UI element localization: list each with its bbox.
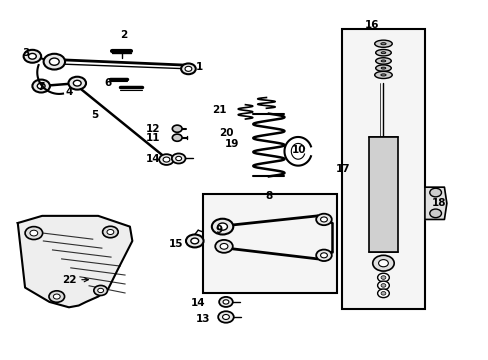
Circle shape	[37, 83, 45, 89]
Circle shape	[220, 243, 227, 249]
Circle shape	[184, 66, 191, 71]
Ellipse shape	[380, 42, 386, 45]
Circle shape	[102, 226, 118, 238]
Text: 7: 7	[37, 82, 44, 93]
Circle shape	[98, 288, 103, 293]
Text: 13: 13	[196, 314, 210, 324]
Circle shape	[218, 311, 233, 323]
Ellipse shape	[380, 74, 386, 76]
Circle shape	[175, 156, 181, 161]
Circle shape	[223, 300, 228, 304]
Circle shape	[429, 209, 441, 218]
Circle shape	[159, 154, 173, 165]
Circle shape	[49, 291, 64, 302]
Text: 10: 10	[292, 145, 306, 155]
Circle shape	[320, 253, 327, 258]
Text: 9: 9	[215, 225, 222, 235]
Text: 12: 12	[146, 124, 160, 134]
Circle shape	[320, 217, 327, 222]
Text: 6: 6	[104, 78, 112, 88]
Ellipse shape	[375, 65, 390, 71]
Bar	[203, 194, 336, 293]
Circle shape	[380, 292, 385, 295]
Text: 18: 18	[431, 198, 446, 208]
Circle shape	[372, 255, 393, 271]
Circle shape	[316, 249, 331, 261]
Circle shape	[215, 240, 232, 253]
Text: 2: 2	[120, 30, 127, 40]
Circle shape	[181, 63, 195, 74]
Circle shape	[107, 229, 114, 234]
Circle shape	[43, 54, 65, 69]
Circle shape	[23, 50, 41, 63]
Text: 14: 14	[190, 298, 205, 308]
Circle shape	[172, 125, 182, 132]
Ellipse shape	[374, 40, 391, 47]
Text: 16: 16	[364, 20, 379, 30]
Text: 17: 17	[335, 164, 350, 174]
Circle shape	[211, 219, 233, 234]
Circle shape	[377, 273, 388, 282]
Text: 14: 14	[146, 154, 160, 164]
Circle shape	[25, 226, 42, 239]
Circle shape	[30, 230, 38, 236]
Circle shape	[68, 77, 86, 90]
Text: 15: 15	[169, 239, 183, 249]
Circle shape	[316, 214, 331, 225]
Ellipse shape	[374, 71, 391, 78]
Text: 19: 19	[225, 139, 239, 149]
Ellipse shape	[380, 60, 385, 62]
Circle shape	[429, 188, 441, 197]
Ellipse shape	[375, 49, 390, 56]
Circle shape	[219, 297, 232, 307]
Circle shape	[32, 80, 50, 93]
Circle shape	[380, 276, 385, 279]
Bar	[341, 30, 424, 309]
Ellipse shape	[380, 67, 385, 69]
Text: 21: 21	[211, 105, 226, 115]
Circle shape	[49, 58, 59, 65]
Polygon shape	[424, 187, 446, 220]
Circle shape	[53, 294, 60, 299]
Polygon shape	[18, 216, 132, 307]
Circle shape	[377, 281, 388, 290]
Ellipse shape	[375, 58, 390, 64]
Text: 3: 3	[22, 48, 30, 58]
Text: 11: 11	[146, 133, 160, 143]
Ellipse shape	[380, 52, 385, 54]
Text: 22: 22	[61, 275, 88, 285]
Circle shape	[377, 289, 388, 298]
Circle shape	[380, 284, 385, 287]
Bar	[368, 137, 397, 252]
Circle shape	[190, 238, 198, 244]
Circle shape	[172, 134, 182, 141]
Circle shape	[217, 223, 227, 230]
Text: 1: 1	[195, 62, 203, 72]
Circle shape	[378, 260, 387, 267]
Text: 5: 5	[91, 111, 98, 121]
Text: 20: 20	[219, 128, 233, 138]
Circle shape	[28, 53, 36, 59]
Circle shape	[222, 315, 229, 319]
Circle shape	[94, 285, 107, 296]
Circle shape	[73, 80, 81, 86]
Text: 4: 4	[65, 87, 73, 97]
Text: 8: 8	[265, 191, 272, 201]
Circle shape	[185, 234, 203, 247]
Circle shape	[163, 157, 169, 162]
Circle shape	[171, 153, 185, 163]
